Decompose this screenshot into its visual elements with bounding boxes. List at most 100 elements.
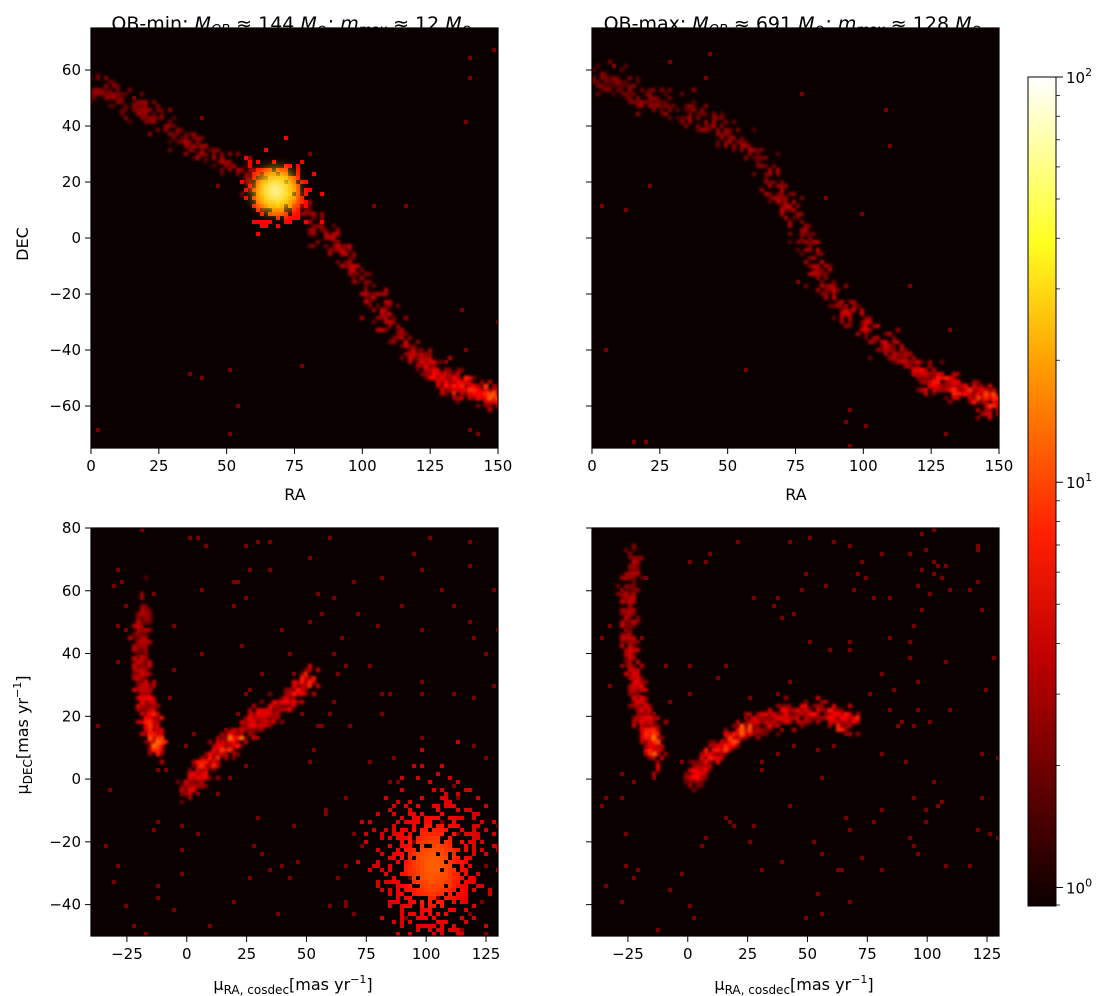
density-cell	[372, 828, 376, 832]
density-cell	[440, 384, 444, 388]
density-cell	[420, 828, 424, 832]
density-cell	[420, 628, 424, 632]
density-cell	[424, 836, 428, 840]
density-cell	[496, 388, 498, 392]
density-cell	[260, 712, 264, 716]
density-cell	[936, 388, 940, 392]
density-cell	[860, 324, 864, 328]
density-cell	[144, 112, 148, 116]
density-cell	[288, 164, 292, 168]
density-cell	[992, 396, 996, 400]
density-cell	[892, 348, 896, 352]
density-cell	[392, 880, 396, 884]
density-cell	[936, 372, 940, 376]
density-cell	[980, 388, 984, 392]
density-cell	[124, 92, 128, 96]
density-cell	[156, 884, 160, 888]
density-cell	[292, 680, 296, 684]
density-cell	[712, 124, 716, 128]
density-cell	[300, 676, 304, 680]
density-cell	[416, 860, 420, 864]
density-cell	[904, 356, 908, 360]
density-cell	[244, 196, 248, 200]
density-cell	[464, 376, 468, 380]
density-cell	[504, 396, 508, 400]
density-cell	[248, 156, 252, 160]
density-cell	[408, 852, 412, 856]
density-cell	[284, 164, 288, 168]
density-cell	[628, 96, 632, 100]
density-cell	[212, 768, 216, 772]
density-cell	[396, 328, 400, 332]
density-cell	[444, 920, 448, 924]
y-tick-label: −20	[49, 285, 81, 303]
density-cell	[176, 140, 180, 144]
density-cell	[184, 140, 188, 144]
density-cell	[256, 708, 260, 712]
density-cell	[452, 896, 456, 900]
density-cell	[296, 684, 300, 688]
density-cell	[268, 868, 272, 872]
density-cell	[884, 108, 888, 112]
density-cell	[412, 356, 416, 360]
density-cell	[420, 908, 424, 912]
density-cell	[424, 364, 428, 368]
density-cell	[684, 116, 688, 120]
density-cell	[388, 904, 392, 908]
density-cell	[928, 364, 932, 368]
density-cell	[832, 280, 836, 284]
density-cell	[412, 348, 416, 352]
density-cell	[192, 148, 196, 152]
density-cell	[432, 840, 436, 844]
density-cell	[444, 852, 448, 856]
density-cell	[444, 800, 448, 804]
density-cell	[400, 872, 404, 876]
density-cell	[832, 288, 836, 292]
density-cell	[668, 60, 672, 64]
density-cell	[184, 784, 188, 788]
density-cell	[800, 240, 804, 244]
density-cell	[412, 888, 416, 892]
density-cell	[840, 300, 844, 304]
density-cell	[248, 716, 252, 720]
density-cell	[412, 344, 416, 348]
density-cell	[680, 120, 684, 124]
density-cell	[876, 336, 880, 340]
density-cell	[196, 776, 200, 780]
density-cell	[456, 876, 460, 880]
density-cell	[252, 720, 256, 724]
density-cell	[456, 824, 460, 828]
density-cell	[400, 912, 404, 916]
density-cell	[460, 860, 464, 864]
density-cell	[920, 372, 924, 376]
density-cell	[212, 756, 216, 760]
density-cell	[388, 304, 392, 308]
density-cell	[640, 88, 644, 92]
density-cell	[424, 876, 428, 880]
density-cell	[876, 348, 880, 352]
density-cell	[116, 88, 120, 92]
density-cell	[156, 740, 160, 744]
density-cell	[836, 300, 840, 304]
density-cell	[288, 688, 292, 692]
density-cell	[608, 88, 612, 92]
density-cell	[984, 400, 988, 404]
density-cell	[692, 108, 696, 112]
density-cell	[724, 128, 728, 132]
density-cell	[800, 232, 804, 236]
density-cell	[480, 388, 484, 392]
density-cell	[912, 356, 916, 360]
density-cell	[420, 356, 424, 360]
density-cell	[348, 260, 352, 264]
density-cell	[436, 848, 440, 852]
density-cell	[652, 104, 656, 108]
density-cell	[196, 772, 200, 776]
density-cell	[620, 84, 624, 88]
density-cell	[448, 368, 452, 372]
density-cell	[256, 720, 260, 724]
density-cell	[256, 724, 260, 728]
density-cell	[432, 896, 436, 900]
density-cell	[948, 388, 952, 392]
density-cell	[640, 100, 644, 104]
